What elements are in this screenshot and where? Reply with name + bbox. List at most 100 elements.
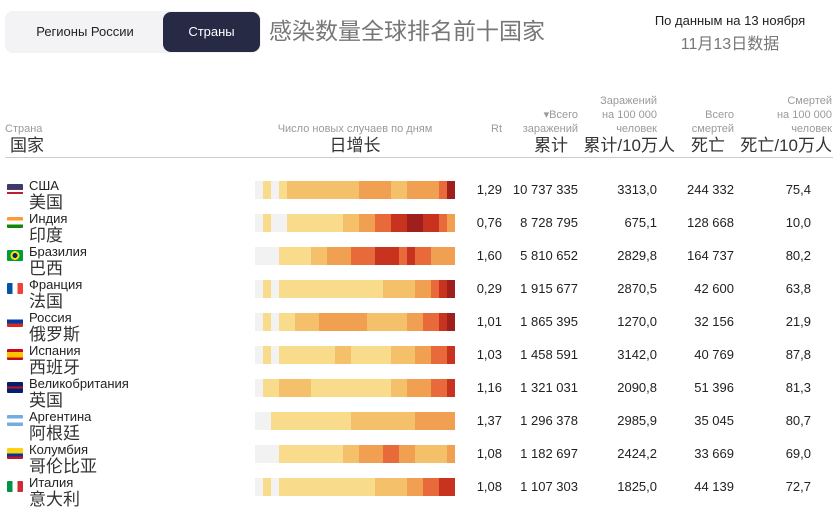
heat-cell [335,181,343,199]
heat-cell [255,445,263,463]
heat-cell [279,214,287,232]
table-row[interactable]: Аргентина 阿根廷 1,37 1 296 378 2985,9 35 0… [0,410,833,445]
header-country-zh: 国家 [10,136,44,155]
header-deaths[interactable]: Всего [705,109,734,121]
heat-cell [343,379,351,397]
heat-cell [335,346,343,364]
heat-cell [407,181,415,199]
heat-cell [287,181,295,199]
table-row[interactable]: США 美国 1,29 10 737 335 3313,0 244 332 75… [0,178,833,214]
heat-cell [351,181,359,199]
heat-cell [319,214,327,232]
total-deaths: 51 396 [694,380,734,395]
table-row[interactable]: Испания 西班牙 1,03 1 458 591 3142,0 40 769… [0,344,833,379]
heat-cell [343,445,351,463]
heat-cell [383,181,391,199]
header-total[interactable]: ▾Всего [543,109,578,121]
argentina-flag-icon [7,415,23,426]
heat-cell [263,214,271,232]
heat-cell [423,346,431,364]
table-row[interactable]: Великобритания 英国 1,16 1 321 031 2090,8 … [0,377,833,412]
heat-cell [375,445,383,463]
heat-cell [327,346,335,364]
cases-per-100k: 2424,2 [617,446,657,461]
heat-cell [263,181,271,199]
heat-cell [423,313,431,331]
heat-cell [255,280,263,298]
heat-cell [327,214,335,232]
total-cases: 1 182 697 [520,446,578,461]
spain-flag-icon [7,349,23,360]
table-row[interactable]: Бразилия 巴西 1,60 5 810 652 2829,8 164 73… [0,245,833,280]
table-row[interactable]: Италия 意大利 1,08 1 107 303 1825,0 44 139 … [0,476,833,511]
heat-cell [439,313,447,331]
heat-cell [335,214,343,232]
heat-cell [431,313,439,331]
cases-per-100k: 1270,0 [617,314,657,329]
table-row[interactable]: Франция 法国 0,29 1 915 677 2870,5 42 600 … [0,278,833,313]
heat-cell [343,313,351,331]
heat-cell [415,181,423,199]
heat-cell [327,247,335,265]
heat-cell [359,214,367,232]
header-deaths100k[interactable]: Смертей [787,95,832,107]
total-cases: 8 728 795 [520,215,578,230]
deaths-per-100k: 75,4 [785,182,811,197]
heat-cell [367,181,375,199]
total-cases: 1 458 591 [520,347,578,362]
total-deaths: 44 139 [694,479,734,494]
heat-cell [431,379,439,397]
heat-cell [431,346,439,364]
deaths-per-100k: 63,8 [785,281,811,296]
heat-cell [295,280,303,298]
country-name-zh: 西班牙 [29,358,80,377]
heat-cell [407,280,415,298]
daily-cases-heatmap [255,379,455,397]
header-divider [5,157,833,158]
rt-value: 0,76 [476,215,502,230]
heat-cell [359,412,367,430]
table-row[interactable]: Индия 印度 0,76 8 728 795 675,1 128 668 10… [0,212,833,247]
heat-cell [255,247,263,265]
heat-cell [351,214,359,232]
deaths-per-100k: 80,7 [785,413,811,428]
heat-cell [359,379,367,397]
russia-flag-icon [7,316,23,327]
heat-cell [391,412,399,430]
heat-cell [295,445,303,463]
heat-cell [263,346,271,364]
heat-cell [367,247,375,265]
heat-cell [343,247,351,265]
header-total-2: заражений [522,123,578,135]
country-name: Россия [29,310,72,325]
header-country[interactable]: Страна [5,123,43,135]
tab-russia-regions[interactable]: Регионы России [36,24,134,39]
total-deaths: 128 668 [687,215,734,230]
total-cases: 1 296 378 [520,413,578,428]
heat-cell [303,280,311,298]
header-per100k[interactable]: Заражений [600,95,657,107]
heat-cell [287,445,295,463]
country-name: США [29,178,59,193]
rt-value: 0,29 [476,281,502,296]
heat-cell [407,313,415,331]
heat-cell [279,379,287,397]
heat-cell [359,445,367,463]
table-row[interactable]: Колумбия 哥伦比亚 1,08 1 182 697 2424,2 33 6… [0,443,833,478]
heat-cell [383,412,391,430]
total-cases: 1 321 031 [520,380,578,395]
deaths-per-100k: 81,3 [785,380,811,395]
heat-cell [303,313,311,331]
header-rt[interactable]: Rt [491,123,502,135]
heat-cell [263,445,271,463]
heat-cell [327,379,335,397]
heat-cell [327,445,335,463]
table-row[interactable]: Россия 俄罗斯 1,01 1 865 395 1270,0 32 156 … [0,310,833,346]
heat-cell [367,379,375,397]
heat-cell [319,445,327,463]
heat-cell [359,313,367,331]
heat-cell [415,346,423,364]
heat-cell [319,478,327,496]
heat-cell [295,247,303,265]
tab-countries[interactable]: Страны [163,12,260,52]
